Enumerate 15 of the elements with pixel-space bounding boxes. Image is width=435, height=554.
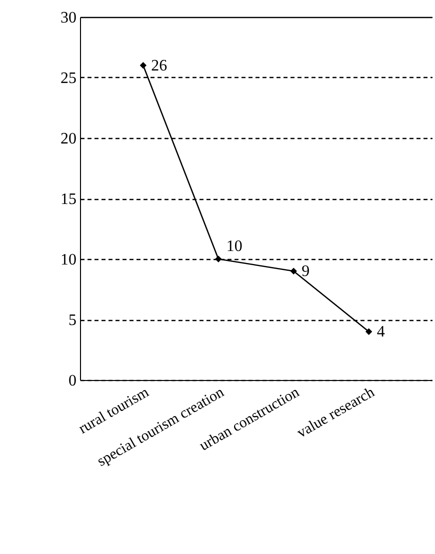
y-tick-label: 15 — [60, 191, 76, 208]
data-label: 4 — [376, 324, 385, 341]
y-tick-label: 25 — [60, 70, 76, 87]
data-label: 10 — [226, 238, 242, 255]
y-tick-label: 20 — [60, 130, 76, 148]
y-tick-label: 0 — [68, 372, 76, 390]
data-label: 26 — [151, 57, 168, 74]
point — [365, 328, 372, 335]
data-label: 9 — [302, 263, 310, 280]
y-tick-label: 5 — [68, 312, 76, 329]
point — [140, 62, 147, 69]
y-tick-label: 10 — [60, 252, 76, 268]
point — [290, 268, 297, 274]
y-tick-label: 30 — [60, 10, 76, 26]
point — [215, 256, 222, 262]
